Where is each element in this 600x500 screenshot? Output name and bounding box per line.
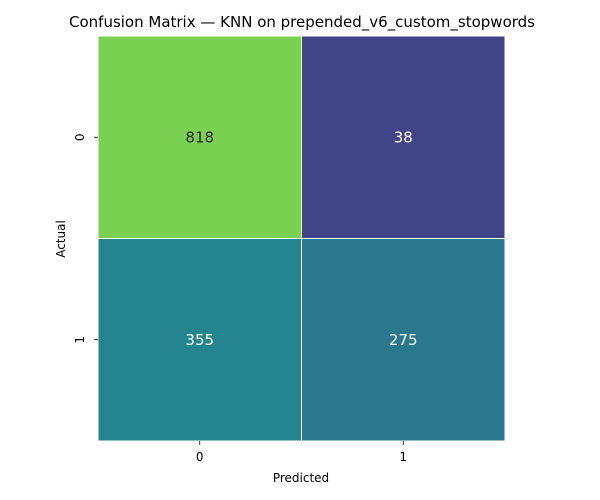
- heatmap-cells: 818 38 355 275: [97, 35, 506, 442]
- y-axis-ticks: 01: [73, 133, 98, 344]
- heatmap-cell-1-1: [301, 238, 506, 442]
- x-tick-label: 0: [196, 450, 204, 464]
- y-tick-label: 0: [73, 133, 87, 141]
- cell-value-label: 275: [389, 331, 418, 349]
- cell-value-label: 355: [185, 331, 214, 349]
- y-tick-label: 1: [73, 336, 87, 344]
- chart-title: Confusion Matrix — KNN on prepended_v6_c…: [69, 13, 535, 32]
- x-axis-label: Predicted: [273, 471, 329, 485]
- heatmap-cell-0-1: [301, 35, 506, 239]
- cell-value-label: 818: [185, 128, 214, 146]
- cell-value-label: 38: [394, 128, 413, 146]
- heatmap-cell-0-0: [97, 35, 302, 239]
- x-tick-label: 1: [399, 450, 407, 464]
- y-axis-label: Actual: [54, 220, 68, 258]
- heatmap-cell-1-0: [97, 238, 302, 442]
